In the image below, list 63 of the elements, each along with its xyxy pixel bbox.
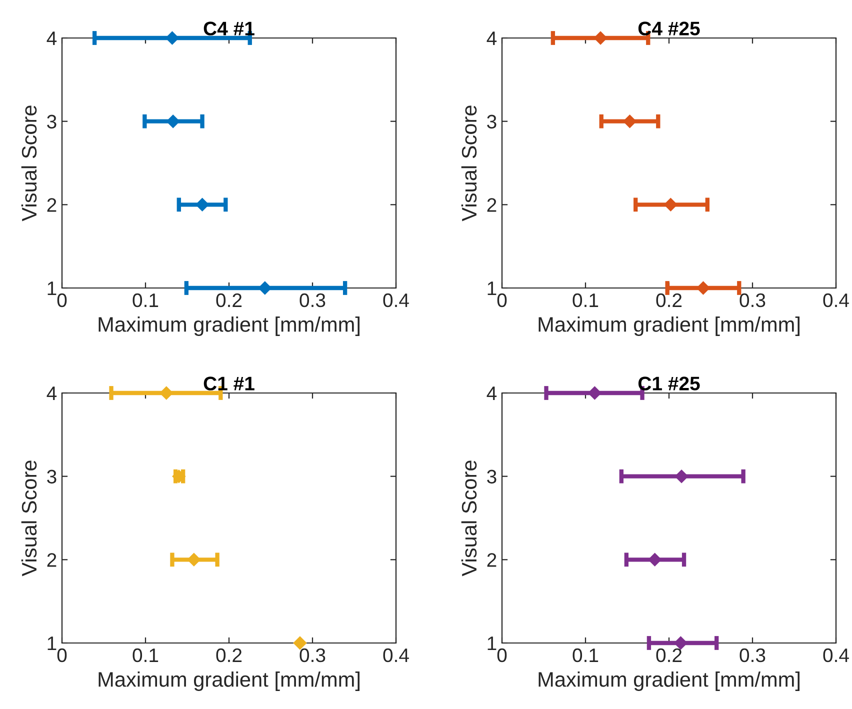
x-tick-label: 0.1 <box>132 293 158 308</box>
y-tick-label: 1 <box>488 282 496 296</box>
y-axis-title: Visual Score <box>21 460 37 576</box>
x-axis-title: Maximum gradient [mm/mm] <box>98 672 360 691</box>
y-tick-label: 2 <box>487 553 496 567</box>
y-axis-title: Visual Score <box>461 460 477 576</box>
x-tick-label: 0.3 <box>740 648 766 662</box>
y-tick-label: 3 <box>47 114 56 129</box>
point <box>648 553 662 566</box>
y-tick-label: 3 <box>487 470 496 484</box>
y-axis-title: Visual Score <box>21 106 37 222</box>
y-tick-label: 3 <box>47 470 56 484</box>
x-tick-label: 0 <box>57 293 67 308</box>
x-tick-label: 0.1 <box>572 293 598 308</box>
y-tick-label: 4 <box>46 32 57 46</box>
x-tick-label: 0.3 <box>300 293 326 308</box>
y-tick-label: 2 <box>47 553 56 567</box>
point <box>258 281 272 295</box>
x-tick-label: 0.1 <box>132 648 158 662</box>
y-axis-title: Visual Score <box>461 106 477 222</box>
x-tick-label: 0.4 <box>823 648 849 662</box>
x-axis-title: Maximum gradient [mm/mm] <box>538 672 800 691</box>
y-tick-label: 3 <box>487 114 496 129</box>
point <box>166 114 180 128</box>
x-tick-label: 0.2 <box>216 293 242 308</box>
x-tick-label: 0.3 <box>300 648 326 662</box>
y-tick-label: 2 <box>487 198 496 212</box>
point <box>166 31 179 45</box>
y-tick-label: 2 <box>47 198 56 212</box>
chart-title: C4 #25 <box>638 22 700 36</box>
y-tick-label: 1 <box>488 636 496 650</box>
x-tick-label: 0.4 <box>383 293 409 308</box>
y-tick-label: 4 <box>46 386 57 400</box>
point <box>594 31 608 45</box>
x-tick-label: 0 <box>497 648 507 662</box>
x-tick-label: 0.2 <box>656 648 682 662</box>
point <box>623 114 636 128</box>
point <box>588 386 602 400</box>
x-axis-title: Maximum gradient [mm/mm] <box>538 316 800 336</box>
x-tick-label: 0 <box>497 293 507 308</box>
x-tick-label: 0.1 <box>572 648 598 662</box>
x-tick-label: 0.3 <box>740 293 766 308</box>
x-tick-label: 0.4 <box>383 648 409 662</box>
point <box>696 281 710 295</box>
point <box>674 470 688 483</box>
point <box>160 386 173 400</box>
x-tick-label: 0.2 <box>216 648 242 662</box>
chart-title: C4 #1 <box>204 22 254 36</box>
x-tick-label: 0.2 <box>656 293 682 308</box>
point <box>187 553 201 566</box>
y-tick-label: 1 <box>48 636 56 650</box>
y-tick-label: 1 <box>48 282 56 296</box>
point <box>664 198 678 212</box>
x-tick-label: 0.4 <box>823 293 849 308</box>
chart-title: C1 #25 <box>638 376 700 390</box>
x-axis-title: Maximum gradient [mm/mm] <box>98 316 360 336</box>
point <box>293 636 307 650</box>
y-tick-label: 4 <box>486 386 497 400</box>
x-tick-label: 0 <box>57 648 67 662</box>
point <box>196 198 209 212</box>
point <box>674 636 688 650</box>
chart-title: C1 #1 <box>204 376 254 390</box>
y-tick-label: 4 <box>486 32 497 46</box>
